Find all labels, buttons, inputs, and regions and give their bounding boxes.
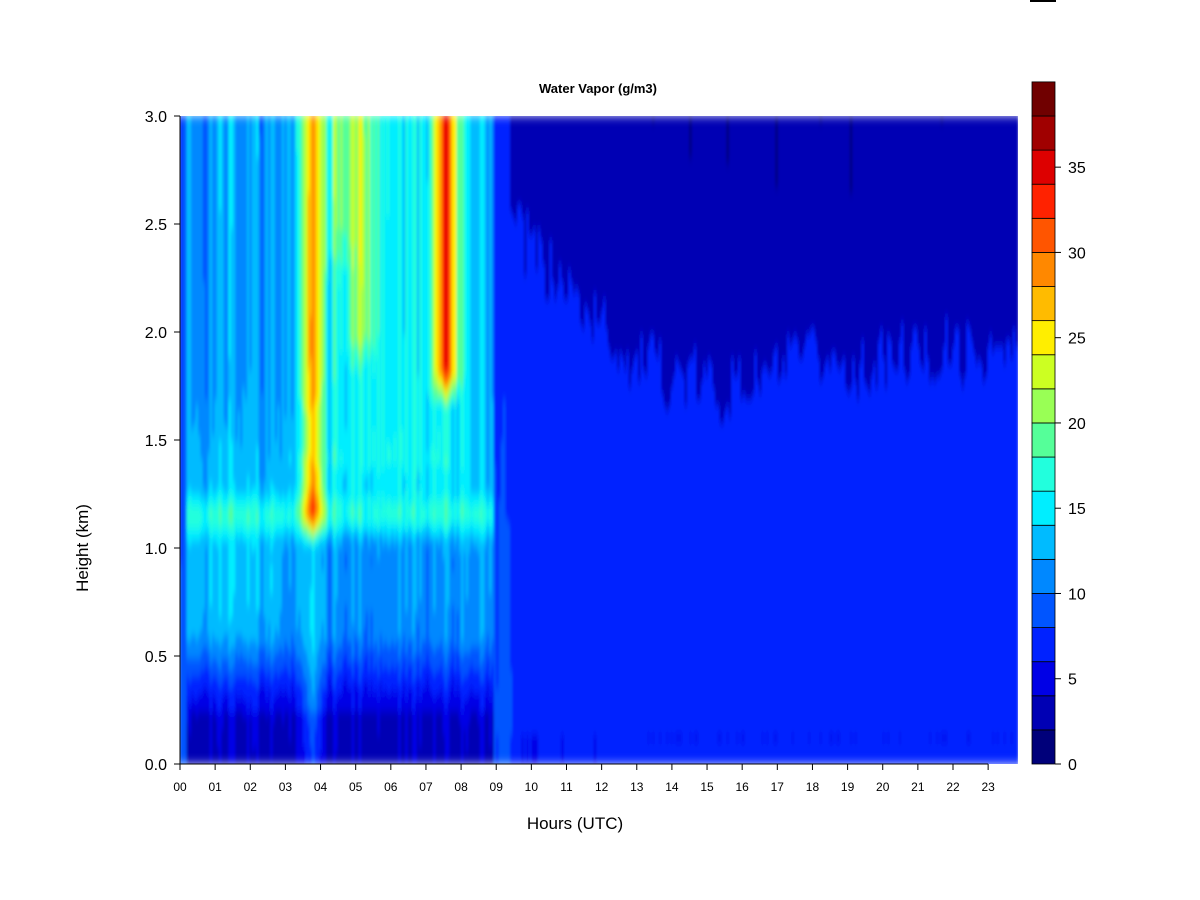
plot-area [180,116,1018,764]
x-tick-label: 00 [173,780,187,794]
x-tick-label: 22 [946,780,960,794]
y-tick-label: 0.5 [145,649,167,666]
y-axis-label: Height (km) [73,504,92,592]
colorbar-segment [1031,729,1056,765]
colorbar-segment [1031,593,1056,628]
x-tick-label: 21 [911,780,925,794]
x-tick-label: 09 [490,780,504,794]
y-tick-label: 2.5 [145,217,167,234]
x-tick-label: 14 [665,780,679,794]
x-axis-label: Hours (UTC) [527,814,623,833]
x-tick-label: 07 [419,780,433,794]
x-tick-label: 16 [736,780,750,794]
y-tick-label: 1.5 [145,433,167,450]
colorbar-tick-label: 30 [1068,245,1086,262]
x-tick-label: 13 [630,780,644,794]
colorbar-segment [1031,558,1056,594]
colorbar-segment [1031,627,1056,663]
colorbar-tick-label: 5 [1068,672,1077,689]
x-tick-label: 06 [384,780,398,794]
colorbar-segment [1031,661,1056,697]
x-tick-label: 18 [806,780,820,794]
x-tick-label: 19 [841,780,855,794]
colorbar-segment [1031,149,1056,185]
colorbar-tick-label: 20 [1068,416,1086,433]
colorbar-segment [1031,695,1056,731]
colorbar-segment [1031,286,1056,322]
colorbar-segment [1031,217,1056,253]
y-tick-label: 3.0 [145,109,167,126]
colorbar-segment [1031,422,1056,458]
x-tick-label: 04 [314,780,328,794]
chart-title: Water Vapor (g/m3) [539,81,657,96]
corner-mark [1030,0,1056,2]
x-tick-label: 03 [279,780,293,794]
colorbar-segment [1031,81,1056,117]
colorbar-segment [1031,490,1056,526]
colorbar-tick-label: 10 [1068,586,1086,603]
x-tick-label: 12 [595,780,609,794]
x-tick-label: 10 [525,780,539,794]
colorbar: 0 5 10 15 20 25 30 35 [1031,81,1086,774]
x-axis: 00 01 02 03 04 05 06 07 08 09 10 11 12 13 14 15 16 17 18 19… [173,763,995,794]
x-tick-label: 23 [981,780,995,794]
y-tick-label: 0.0 [145,757,167,774]
x-tick-label: 17 [771,780,785,794]
colorbar-tick-label: 0 [1068,757,1077,774]
colorbar-segment [1031,252,1056,287]
y-axis: 0.0 0.5 1.0 1.5 2.0 2.5 3.0 [145,109,181,774]
colorbar-tick-label: 15 [1068,501,1086,518]
x-tick-label: 01 [208,780,222,794]
colorbar-segment [1031,183,1056,219]
x-tick-label: 08 [454,780,468,794]
x-tick-label: 05 [349,780,363,794]
x-tick-label: 20 [876,780,890,794]
colorbar-segment [1031,354,1056,390]
colorbar-tick-label: 35 [1068,160,1086,177]
colorbar-segment [1031,115,1056,151]
colorbar-segment [1031,388,1056,424]
y-tick-label: 2.0 [145,325,167,342]
x-tick-label: 15 [700,780,714,794]
y-tick-label: 1.0 [145,541,167,558]
colorbar-segment [1031,524,1056,560]
colorbar-segment [1031,456,1056,492]
x-tick-label: 11 [560,780,573,794]
colorbar-segment [1031,320,1056,356]
colorbar-tick-label: 25 [1068,331,1086,348]
x-tick-label: 02 [244,780,258,794]
